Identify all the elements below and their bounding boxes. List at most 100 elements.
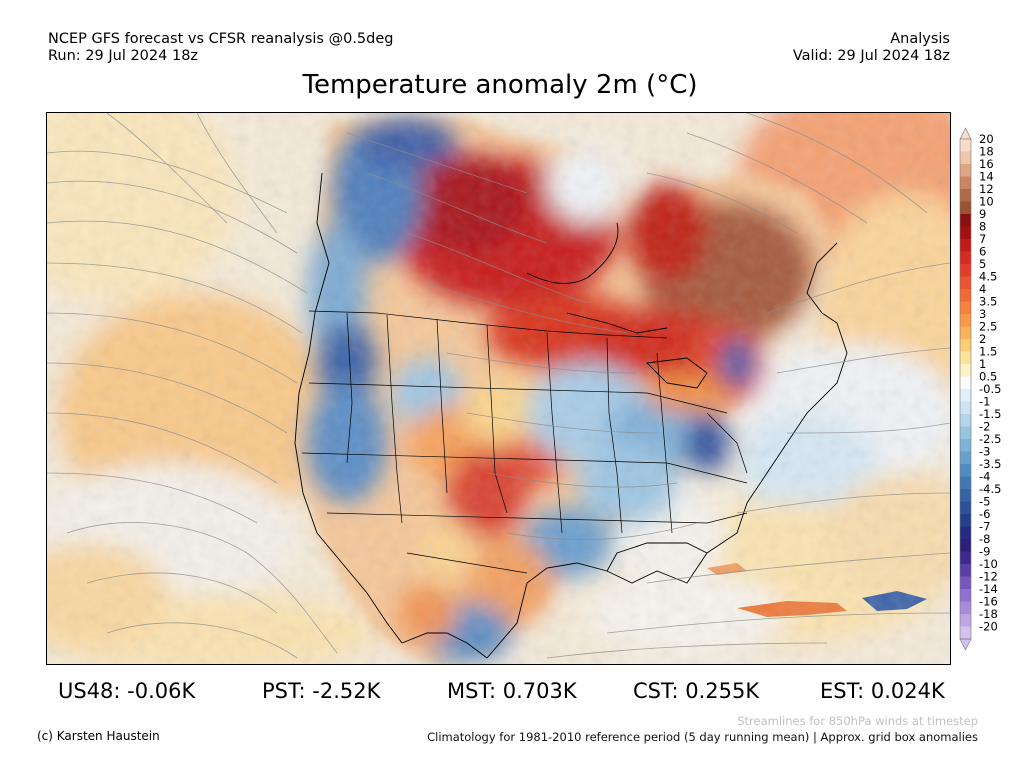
header-left: NCEP GFS forecast vs CFSR reanalysis @0.… — [48, 31, 393, 65]
stat-est: EST: 0.024K — [820, 679, 945, 703]
colorbar-swatch — [960, 576, 971, 590]
colorbar-label: 16 — [979, 157, 994, 171]
colorbar-swatch — [960, 551, 971, 565]
colorbar-label: 0.5 — [979, 370, 997, 384]
colorbar-label: 1 — [979, 357, 986, 371]
colorbar-label: 6 — [979, 245, 986, 259]
colorbar-label: -20 — [979, 620, 998, 634]
colorbar-swatch — [960, 151, 971, 165]
colorbar-label: -14 — [979, 582, 998, 596]
temperature-anomaly-map — [46, 112, 951, 665]
colorbar-swatch — [960, 589, 971, 602]
map-title: Temperature anomaly 2m (°C) — [302, 70, 698, 100]
colorbar-label: -12 — [979, 570, 998, 584]
colorbar-swatch — [960, 439, 971, 452]
colorbar-label: 8 — [979, 220, 986, 234]
colorbar-swatch — [960, 376, 971, 390]
colorbar-label: 4 — [979, 282, 986, 296]
colorbar-label: -4 — [979, 470, 990, 484]
colorbar-label: -10 — [979, 557, 998, 571]
stat-pst: PST: -2.52K — [262, 679, 381, 703]
run-time: Run: 29 Jul 2024 18z — [48, 48, 199, 64]
colorbar-label: 1.5 — [979, 345, 997, 359]
colorbar-swatch — [960, 526, 971, 540]
colorbar-swatch — [960, 514, 971, 527]
colorbar-swatch — [960, 289, 971, 302]
colorbar-swatch — [960, 264, 971, 277]
colorbar-swatch — [960, 339, 971, 352]
colorbar-label: -6 — [979, 507, 990, 521]
colorbar-swatch — [960, 239, 971, 252]
colorbar-swatch — [960, 414, 971, 427]
colorbar-label: -7 — [979, 520, 990, 534]
colorbar-swatch — [960, 401, 971, 415]
colorbar-swatch — [960, 276, 971, 290]
streamlines — [47, 113, 950, 659]
colorbar-label: 5 — [979, 257, 986, 271]
colorbar-swatch — [960, 539, 971, 552]
colorbar-label: -0.5 — [979, 382, 1001, 396]
colorbar-swatch — [960, 501, 971, 515]
colorbar-label: 20 — [979, 132, 994, 146]
colorbar-swatch — [960, 564, 971, 577]
colorbar-swatch — [960, 426, 971, 440]
credit: (c) Karsten Haustein — [37, 729, 160, 743]
colorbar-swatch — [960, 326, 971, 340]
colorbar-top-arrow — [959, 127, 972, 140]
colorbar-label: 18 — [979, 145, 994, 159]
colorbar-swatch — [960, 614, 971, 627]
colorbar-label: -16 — [979, 595, 998, 609]
climatology-note: Climatology for 1981-2010 reference peri… — [427, 730, 978, 744]
colorbar-label: 2.5 — [979, 320, 997, 334]
header-right: Analysis Valid: 29 Jul 2024 18z — [793, 31, 950, 65]
colorbar-swatch — [960, 351, 971, 365]
colorbar-label: 9 — [979, 207, 986, 221]
colorbar-label: -3 — [979, 445, 990, 459]
colorbar-label: 14 — [979, 170, 994, 184]
valid-time: Valid: 29 Jul 2024 18z — [792, 48, 950, 64]
colorbar-label: -18 — [979, 607, 998, 621]
colorbar-swatch — [960, 489, 971, 502]
colorbar-swatch — [960, 476, 971, 490]
land-anomaly-field — [47, 113, 950, 664]
colorbar-swatch — [960, 201, 971, 215]
coastlines — [294, 172, 848, 659]
state-boundaries — [301, 310, 748, 574]
colorbar: 201816141210987654.543.532.521.510.5-0.5… — [959, 127, 1001, 651]
colorbar-label: -9 — [979, 545, 990, 559]
stat-mst: MST: 0.703K — [447, 679, 577, 703]
colorbar-swatch — [960, 226, 971, 240]
colorbar-label: -2 — [979, 420, 990, 434]
colorbar-label: 7 — [979, 232, 986, 246]
colorbar-label: 12 — [979, 182, 994, 196]
colorbar-bottom-arrow — [959, 638, 972, 651]
stat-cst: CST: 0.255K — [633, 679, 760, 703]
colorbar-label: 3.5 — [979, 295, 997, 309]
colorbar-label: -5 — [979, 495, 990, 509]
colorbar-label: -8 — [979, 532, 990, 546]
colorbar-swatch — [960, 314, 971, 327]
colorbar-swatch — [960, 451, 971, 465]
colorbar-label: 4.5 — [979, 270, 997, 284]
colorbar-label: 3 — [979, 307, 986, 321]
colorbar-swatch — [960, 364, 971, 377]
colorbar-swatch — [960, 251, 971, 265]
model-description: NCEP GFS forecast vs CFSR reanalysis @0.… — [48, 31, 394, 47]
colorbar-label: -1 — [979, 395, 990, 409]
analysis-label: Analysis — [890, 31, 950, 47]
colorbar-swatch — [960, 389, 971, 402]
colorbar-swatch — [960, 626, 971, 640]
colorbar-swatch — [960, 301, 971, 315]
colorbar-swatch — [960, 176, 971, 190]
colorbar-swatch — [960, 214, 971, 227]
stat-us48: US48: -0.06K — [58, 679, 196, 703]
colorbar-swatch — [960, 601, 971, 615]
colorbar-swatch — [960, 139, 971, 152]
colorbar-swatch — [960, 464, 971, 477]
colorbar-label: -1.5 — [979, 407, 1001, 421]
colorbar-label: 10 — [979, 195, 994, 209]
colorbar-swatch — [960, 189, 971, 202]
map-canvas — [47, 113, 950, 664]
streamlines-note: Streamlines for 850hPa winds at timestep — [737, 714, 978, 728]
colorbar-label: -2.5 — [979, 432, 1001, 446]
